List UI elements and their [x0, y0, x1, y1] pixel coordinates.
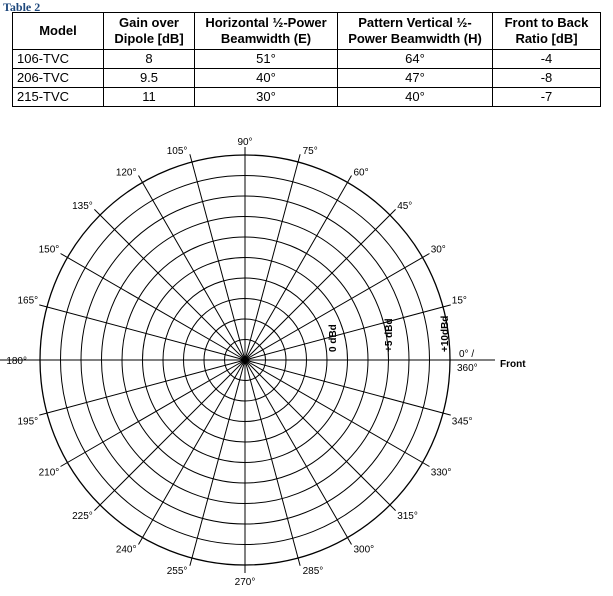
polar-spoke — [189, 359, 246, 566]
polar-spoke — [138, 175, 246, 361]
ring-label: +10dBd — [440, 316, 451, 352]
polar-spokes — [0, 147, 495, 573]
polar-spoke — [60, 253, 246, 361]
spec-table: Model Gain over Dipole [dB] Horizontal ½-… — [12, 12, 601, 107]
angle-label: 210° — [39, 468, 60, 479]
angle-label: 15° — [452, 295, 467, 306]
cell-vertical: 40° — [337, 87, 493, 107]
cell-front-to-back: -4 — [492, 49, 601, 69]
header-model: Model — [12, 12, 104, 50]
angle-label: 195° — [18, 417, 39, 428]
ring-label: 0 dBd — [328, 324, 339, 352]
angle-label: 255° — [167, 566, 188, 577]
polar-spoke — [60, 359, 246, 467]
header-front-to-back: Front to Back Ratio [dB] — [492, 12, 601, 50]
angle-label: 345° — [452, 417, 473, 428]
table-caption: Table 2 — [3, 0, 41, 14]
header-horizontal: Horizontal ½-Power Beamwidth (E) — [194, 12, 338, 50]
table-row: 215-TVC 11 30° 40° -7 — [12, 87, 601, 107]
polar-spoke — [244, 175, 352, 361]
angle-label: 300° — [354, 545, 375, 556]
angle-label: 30° — [431, 245, 446, 256]
table-row: 106-TVC 8 51° 64° -4 — [12, 49, 601, 69]
polar-spoke — [138, 359, 246, 545]
cell-horizontal: 30° — [194, 87, 338, 107]
polar-spoke — [244, 209, 396, 361]
polar-spoke — [189, 154, 246, 361]
cell-horizontal: 51° — [194, 49, 338, 69]
angle-label: 90° — [237, 137, 252, 148]
angle-label: 45° — [397, 201, 412, 212]
polar-spoke — [244, 359, 352, 545]
front-label: Front — [500, 359, 526, 370]
cell-model: 206-TVC — [12, 68, 104, 88]
angle-label-0-bottom: 360° — [457, 363, 478, 374]
cell-vertical: 64° — [337, 49, 493, 69]
angle-label: 285° — [303, 566, 324, 577]
ring-label: +5 dBd — [384, 318, 395, 352]
angle-label: 165° — [18, 295, 39, 306]
header-vertical: Pattern Vertical ½- Power Beamwidth (H) — [337, 12, 493, 50]
angle-label: 240° — [116, 545, 137, 556]
cell-front-to-back: -7 — [492, 87, 601, 107]
polar-spoke — [39, 359, 246, 416]
polar-ring-labels: 0 dBd +5 dBd +10dBd — [328, 316, 451, 352]
polar-spoke — [244, 253, 430, 361]
polar-spoke — [244, 359, 396, 511]
cell-gain: 11 — [103, 87, 195, 107]
angle-label: 135° — [72, 201, 93, 212]
polar-spoke — [39, 304, 246, 361]
polar-spoke — [244, 359, 430, 467]
polar-spoke — [244, 304, 451, 361]
polar-angle-labels: 15° 30° 45° 60° 75° 90° 105° 120° 135° 150° 165° 18… — [6, 137, 472, 588]
cell-gain: 8 — [103, 49, 195, 69]
angle-label: 180° — [6, 356, 27, 367]
polar-spoke — [244, 154, 301, 361]
polar-spoke — [244, 359, 301, 566]
angle-label-0-top: 0° / — [459, 349, 474, 360]
cell-front-to-back: -8 — [492, 68, 601, 88]
polar-grid: 15° 30° 45° 60° 75° 90° 105° 120° 135° 150° 165° 18… — [0, 137, 526, 588]
angle-label: 315° — [397, 511, 418, 522]
polar-spoke — [94, 209, 246, 361]
cell-model: 215-TVC — [12, 87, 104, 107]
table-header-row: Model Gain over Dipole [dB] Horizontal ½-… — [12, 12, 601, 50]
angle-label: 225° — [72, 511, 93, 522]
angle-label: 60° — [354, 167, 369, 178]
polar-spoke — [244, 359, 451, 416]
polar-spoke — [94, 359, 246, 511]
table-row: 206-TVC 9.5 40° 47° -8 — [12, 68, 601, 88]
angle-label: 330° — [431, 468, 452, 479]
cell-vertical: 47° — [337, 68, 493, 88]
header-gain: Gain over Dipole [dB] — [103, 12, 195, 50]
angle-label: 105° — [167, 146, 188, 157]
angle-label: 120° — [116, 167, 137, 178]
angle-label: 270° — [235, 577, 256, 588]
cell-model: 106-TVC — [12, 49, 104, 69]
angle-label: 75° — [303, 146, 318, 157]
angle-label: 150° — [39, 245, 60, 256]
cell-horizontal: 40° — [194, 68, 338, 88]
cell-gain: 9.5 — [103, 68, 195, 88]
